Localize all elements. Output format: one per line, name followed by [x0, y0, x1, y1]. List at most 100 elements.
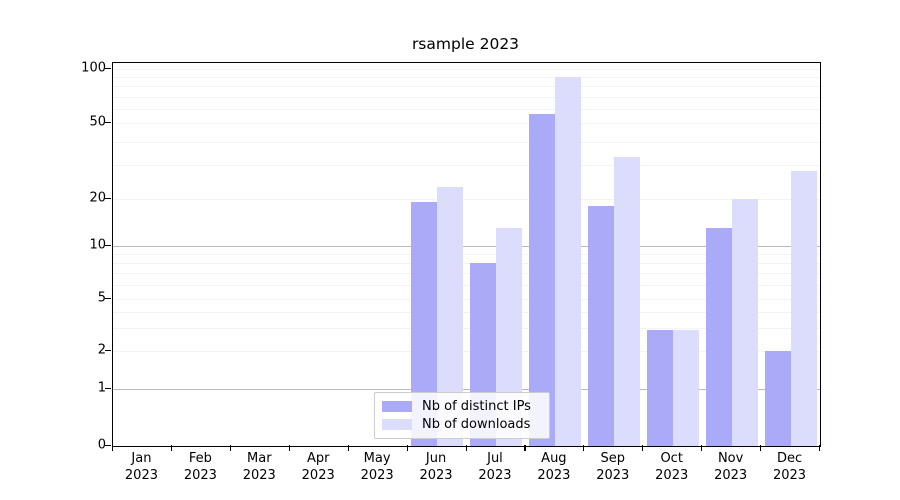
x-axis-tick-label-line: 2023 — [478, 468, 512, 483]
x-axis-tick-label-line: Nov — [717, 451, 744, 466]
x-axis-tick-mark — [524, 445, 526, 451]
bar-downloads[interactable] — [554, 77, 581, 446]
x-axis-tick-label-line: Mar — [247, 451, 272, 466]
chart-title: rsample 2023 — [411, 35, 520, 53]
x-axis-tick-label: Nov 2023 — [714, 450, 747, 484]
x-axis-tick-label: Feb 2023 — [184, 450, 217, 484]
gridline — [113, 96, 820, 98]
x-axis-tick-label-line: 2023 — [124, 468, 158, 483]
gridline-major — [113, 389, 820, 390]
y-axis-tick-label: 0 — [97, 437, 106, 453]
x-axis-tick-label: Mar 2023 — [243, 450, 276, 484]
x-axis-tick-mark — [760, 445, 762, 451]
x-axis-tick-label-line: Jul — [487, 451, 503, 466]
y-axis-tick-mark — [105, 122, 111, 124]
legend-label: Nb of downloads — [422, 416, 531, 432]
gridline — [113, 327, 820, 329]
x-axis-tick-label-line: 2023 — [772, 468, 807, 483]
x-axis-tick-label: May 2023 — [361, 450, 394, 484]
x-axis-tick-label-line: Dec — [776, 451, 803, 466]
x-axis-tick-label-line: 2023 — [242, 468, 276, 483]
x-axis-tick-label-line: 2023 — [419, 468, 453, 483]
x-axis-tick-label-line: 2023 — [655, 468, 689, 483]
gridline — [113, 263, 820, 265]
x-axis-tick-mark — [170, 445, 172, 451]
gridline — [113, 199, 820, 200]
x-axis-tick-label-line: 2023 — [360, 468, 394, 483]
x-axis-tick-label-line: 2023 — [537, 468, 571, 483]
x-axis-tick-label-line: May — [363, 451, 391, 466]
y-axis-tick-mark — [105, 245, 111, 247]
x-axis-tick-label: Oct 2023 — [655, 450, 688, 484]
plot-area — [112, 62, 821, 447]
x-axis-tick-mark — [701, 445, 703, 451]
gridline — [113, 254, 820, 256]
x-axis-tick-label-line: 2023 — [301, 468, 335, 483]
plot-inner — [113, 63, 820, 446]
gridline — [113, 285, 820, 287]
x-axis-tick-mark — [229, 445, 231, 451]
x-axis-tick-mark — [406, 445, 408, 451]
bar-downloads[interactable] — [790, 171, 817, 446]
bar-distinct-ips[interactable] — [587, 206, 614, 446]
x-axis-tick-labels: Jan 2023 Feb 2023 Mar 2023 Apr 2023 May 2023 Jun 20… — [112, 450, 819, 494]
x-axis-tick-label-line: Feb — [188, 451, 212, 466]
x-axis-tick-mark — [347, 445, 349, 451]
bar-distinct-ips[interactable] — [528, 114, 555, 446]
x-axis-tick-label-line: 2023 — [183, 468, 217, 483]
y-axis-tick-label: 20 — [89, 190, 106, 206]
y-axis-tick-mark — [105, 198, 111, 200]
legend-entry[interactable]: Nb of distinct IPs — [382, 397, 542, 415]
y-axis-tick-mark — [105, 445, 111, 447]
y-axis-tick-mark — [105, 68, 111, 70]
x-axis-tick-label-line: 2023 — [596, 468, 630, 483]
gridline — [113, 77, 820, 79]
x-axis-tick-label-line: Jun — [425, 451, 447, 466]
legend-label: Nb of distinct IPs — [422, 398, 531, 414]
x-axis-tick-label: Dec 2023 — [773, 450, 806, 484]
bar-distinct-ips[interactable] — [646, 329, 673, 446]
x-axis-tick-label: Jul 2023 — [478, 450, 511, 484]
gridline — [113, 299, 820, 300]
x-axis-tick-label: Aug 2023 — [537, 450, 570, 484]
x-axis-tick-label-line: Oct — [660, 451, 683, 466]
y-axis-tick-label: 10 — [89, 237, 106, 253]
gridline — [113, 273, 820, 275]
x-axis-tick-mark — [583, 445, 585, 451]
y-axis-tick-label: 50 — [89, 114, 106, 130]
x-axis-tick-label: Jan 2023 — [125, 450, 158, 484]
gridline — [113, 165, 820, 167]
y-axis-tick-label: 1 — [97, 380, 106, 396]
gridline — [113, 86, 820, 88]
legend-color-swatch — [382, 418, 412, 430]
x-axis-tick-mark — [642, 445, 644, 451]
x-axis-tick-label: Apr 2023 — [302, 450, 335, 484]
x-axis-tick-label-line: Sep — [600, 451, 626, 466]
y-axis-tick-mark — [105, 350, 111, 352]
x-axis-tick-mark — [465, 445, 467, 451]
y-axis-tick-label: 5 — [97, 290, 106, 306]
bar-distinct-ips[interactable] — [764, 351, 791, 446]
gridline-major — [113, 246, 820, 247]
x-axis-tick-mark — [819, 445, 821, 451]
chart-legend: Nb of distinct IPs Nb of downloads — [374, 392, 550, 439]
x-axis-tick-mark — [112, 445, 114, 451]
bar-downloads[interactable] — [613, 157, 640, 446]
x-axis-tick-label-line: 2023 — [714, 468, 748, 483]
gridline — [113, 108, 820, 110]
y-axis-tick-mark — [105, 298, 111, 300]
gridline — [113, 123, 820, 124]
x-axis-tick-label: Sep 2023 — [596, 450, 629, 484]
legend-entry[interactable]: Nb of downloads — [382, 415, 542, 433]
x-axis-tick-mark — [288, 445, 290, 451]
legend-color-swatch — [382, 400, 412, 412]
gridline — [113, 69, 820, 70]
x-axis-tick-label-line: Aug — [541, 451, 567, 466]
y-axis-tick-label: 100 — [81, 60, 106, 76]
bar-downloads[interactable] — [731, 199, 758, 446]
x-axis-tick-label-line: Jan — [131, 451, 152, 466]
gridline — [113, 351, 820, 352]
bar-distinct-ips[interactable] — [705, 228, 732, 446]
gridline — [113, 141, 820, 143]
bar-downloads[interactable] — [672, 329, 699, 446]
